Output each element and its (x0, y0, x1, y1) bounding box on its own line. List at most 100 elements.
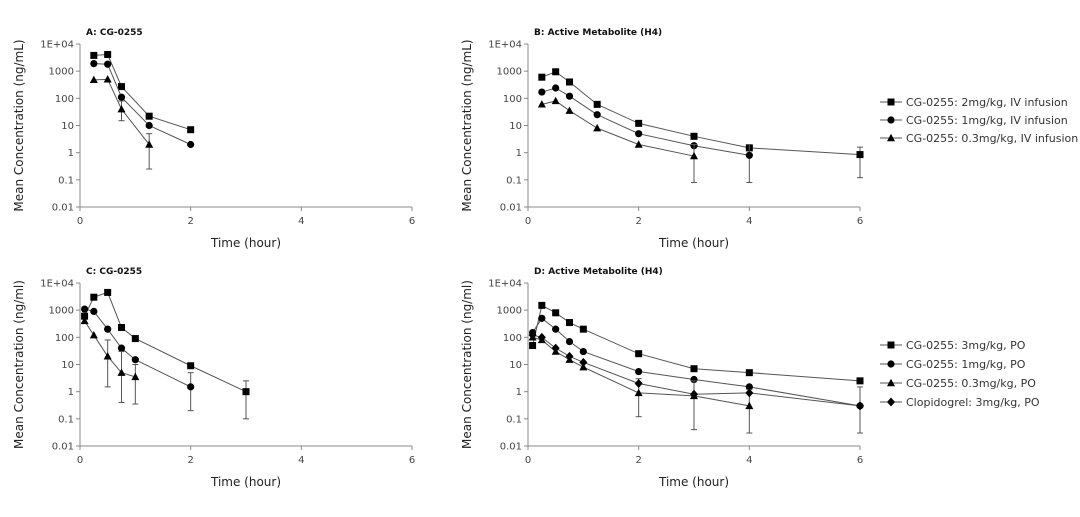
series-line (541, 100, 695, 157)
legend-marker (887, 341, 895, 349)
data-point (131, 372, 140, 381)
x-tick-label: 6 (857, 455, 863, 466)
data-point (90, 51, 98, 59)
y-tick-label: 100 (503, 333, 522, 344)
x-axis-title: Time (hour) (210, 475, 281, 489)
y-tick-label: 0.1 (58, 175, 74, 186)
data-point (551, 343, 560, 353)
legend-marker (887, 397, 895, 407)
legend-marker (887, 133, 895, 142)
x-tick-label: 2 (187, 216, 193, 227)
x-tick-label: 4 (746, 216, 752, 227)
data-point (635, 119, 643, 127)
legend-item: CG-0255: 2mg/kg, IV infusion (880, 96, 1068, 109)
legend-label: CG-0255: 3mg/kg, PO (906, 339, 1026, 352)
panel-title: D: Active Metabolite (H4) (534, 267, 663, 277)
data-point (104, 51, 112, 59)
legend-label: CG-0255: 2mg/kg, IV infusion (906, 96, 1068, 109)
data-point (552, 68, 560, 76)
panel-1: 0.01 0.1 1 10 100 1000 1E+04 0 2 4 6 A: CG-0255 Time… (12, 28, 415, 250)
data-point (745, 401, 754, 410)
series-circle (90, 59, 195, 149)
y-tick-label: 1E+04 (40, 279, 74, 290)
y-axis-title: Mean Concentration (ng/mL) (460, 39, 474, 211)
data-point (538, 314, 546, 322)
data-point (565, 106, 574, 114)
y-tick-label: 0.01 (52, 203, 74, 214)
x-axis-title: Time (hour) (210, 236, 281, 250)
data-point (187, 383, 195, 391)
data-point (80, 305, 89, 313)
data-point (745, 383, 753, 391)
series-circle (538, 84, 753, 183)
data-point (552, 84, 560, 92)
data-point (537, 332, 546, 342)
data-point (103, 352, 112, 360)
data-point (593, 123, 602, 132)
x-tick-label: 0 (525, 455, 531, 466)
x-tick-label: 0 (525, 216, 531, 227)
y-tick-label: 100 (55, 94, 74, 105)
data-point (528, 330, 537, 340)
legend-item: CG-0255: 1mg/kg, PO (880, 358, 1026, 371)
y-tick-label: 100 (503, 94, 522, 105)
legend-item: CG-0255: 1mg/kg, IV infusion (880, 114, 1068, 127)
x-tick-label: 0 (77, 216, 83, 227)
x-tick-label: 2 (187, 455, 193, 466)
data-point (690, 132, 698, 140)
y-tick-label: 1000 (497, 67, 522, 78)
data-point (117, 368, 126, 376)
series-circle (80, 305, 195, 412)
y-tick-label: 0.01 (500, 442, 522, 453)
y-tick-label: 1000 (497, 306, 522, 317)
data-point (552, 309, 560, 317)
legend-marker (887, 360, 895, 368)
data-point (538, 301, 546, 309)
legend-item: CG-0255: 0.3mg/kg, PO (880, 377, 1036, 390)
data-point (856, 401, 864, 411)
data-point (538, 88, 546, 96)
y-tick-label: 1 (68, 148, 74, 159)
y-tick-label: 0.01 (500, 203, 522, 214)
data-point (103, 75, 112, 83)
data-point (552, 325, 560, 333)
data-point (565, 351, 574, 361)
panel-title: B: Active Metabolite (H4) (534, 28, 662, 38)
x-tick-label: 2 (635, 455, 641, 466)
data-point (551, 96, 560, 105)
x-tick-label: 4 (746, 455, 752, 466)
legend-item: CG-0255: 3mg/kg, PO (880, 339, 1026, 352)
y-tick-label: 0.1 (506, 414, 522, 425)
data-point (745, 369, 753, 377)
series-triangle (537, 96, 698, 183)
data-point (117, 104, 126, 113)
data-point (593, 111, 601, 119)
series-line (84, 291, 247, 393)
data-point (118, 324, 125, 332)
legend-label: CG-0255: 1mg/kg, IV infusion (906, 114, 1068, 127)
series-circle (528, 314, 864, 434)
x-tick-label: 0 (77, 455, 83, 466)
data-point (187, 140, 195, 149)
data-point (579, 347, 587, 356)
data-point (529, 342, 537, 350)
data-point (565, 92, 574, 100)
y-tick-label: 10 (61, 121, 74, 132)
data-point (90, 59, 98, 68)
data-point (131, 335, 139, 343)
data-point (131, 356, 139, 364)
series-line (84, 308, 191, 388)
data-point (745, 388, 754, 398)
data-point (745, 151, 753, 159)
series-triangle (89, 75, 154, 170)
series-square (538, 68, 864, 179)
data-point (104, 60, 112, 68)
y-tick-label: 10 (509, 121, 522, 132)
panel-title: C: CG-0255 (86, 267, 142, 277)
series-square (529, 301, 864, 385)
y-axis-title: Mean Concentration (ng/ml) (12, 280, 26, 449)
data-point (635, 350, 643, 358)
data-point (566, 78, 573, 86)
x-tick-label: 6 (857, 216, 863, 227)
data-point (117, 344, 126, 352)
